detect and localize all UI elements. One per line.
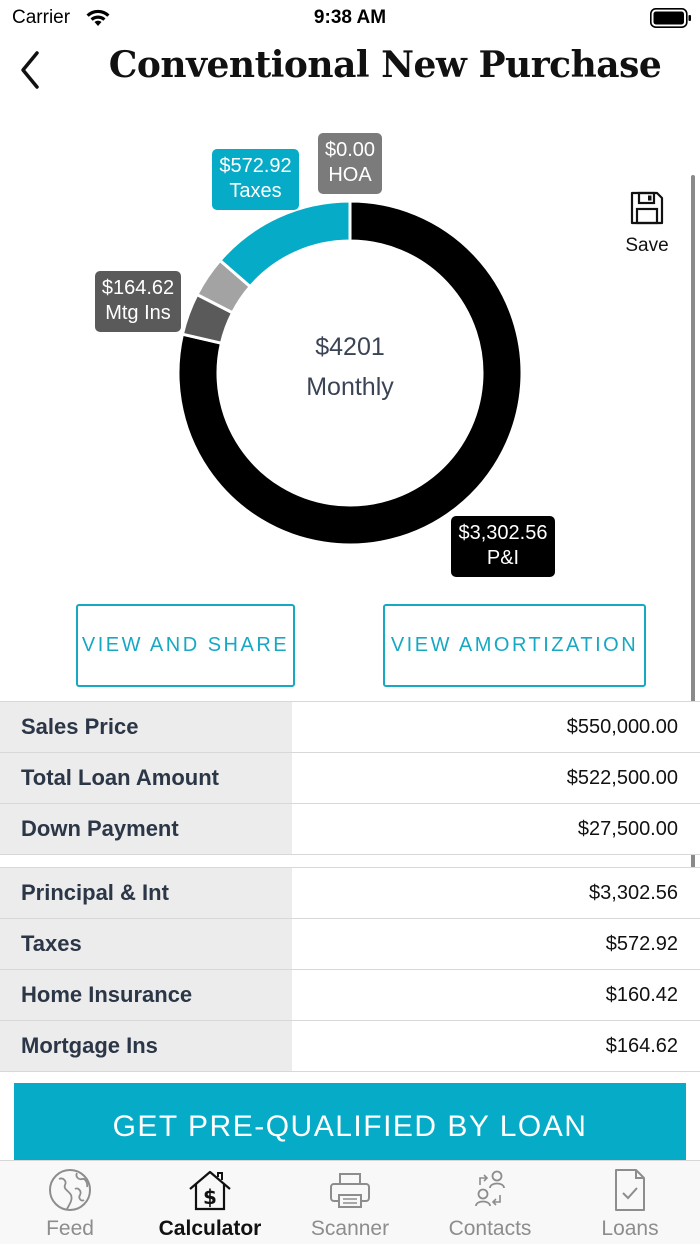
- row-label: Principal & Int: [0, 868, 292, 918]
- row-value: $27,500.00: [292, 804, 700, 854]
- floppy-disk-icon: [630, 191, 664, 225]
- status-bar: Carrier 9:38 AM: [0, 0, 700, 36]
- tab-contacts-label: Contacts: [448, 1217, 532, 1240]
- tab-scanner[interactable]: Scanner: [280, 1161, 420, 1244]
- table-row: Down Payment $27,500.00: [0, 804, 700, 855]
- chart-center-value: $4201: [315, 333, 385, 361]
- document-check-icon: [615, 1169, 645, 1211]
- callout-pi: $3,302.56 P&I: [451, 516, 555, 577]
- clock: 9:38 AM: [313, 7, 387, 28]
- row-value: $160.42: [292, 970, 700, 1020]
- page-title: Conventional New Purchase: [108, 44, 662, 86]
- table-row: Principal & Int $3,302.56: [0, 868, 700, 919]
- row-label: Taxes: [0, 919, 292, 969]
- callout-hoa-amount: $0.00: [324, 139, 376, 161]
- donut-slice-p-i: [176, 199, 524, 547]
- donut-slice-taxes: [217, 199, 352, 289]
- view-and-share-button[interactable]: VIEW AND SHARE: [76, 604, 295, 687]
- callout-mtg-ins-amount: $164.62: [101, 277, 175, 299]
- tab-scanner-label: Scanner: [310, 1217, 390, 1240]
- scroll-indicator[interactable]: [691, 175, 695, 975]
- table-row: Taxes $572.92: [0, 919, 700, 970]
- row-label: Sales Price: [0, 702, 292, 752]
- get-pre-qualified-button[interactable]: GET PRE-QUALIFIED BY LOAN: [14, 1083, 686, 1173]
- contacts-icon: [475, 1170, 505, 1207]
- wifi-icon: [86, 9, 110, 26]
- table-row: Home Insurance $160.42: [0, 970, 700, 1021]
- loan-summary-table: Sales Price $550,000.00 Total Loan Amoun…: [0, 702, 700, 855]
- row-label: Home Insurance: [0, 970, 292, 1020]
- tab-feed[interactable]: Feed: [0, 1161, 140, 1244]
- tab-calculator[interactable]: $ Calculator: [140, 1161, 280, 1244]
- tab-contacts[interactable]: Contacts: [420, 1161, 560, 1244]
- table-divider: [0, 701, 700, 702]
- house-dollar-icon: $: [189, 1170, 231, 1211]
- callout-taxes-label: Taxes: [229, 180, 282, 202]
- row-label: Mortgage Ins: [0, 1021, 292, 1071]
- save-button[interactable]: Save: [615, 190, 679, 260]
- back-button[interactable]: [10, 48, 50, 92]
- row-label: Total Loan Amount: [0, 753, 292, 803]
- tab-feed-label: Feed: [46, 1217, 94, 1240]
- callout-hoa: $0.00 HOA: [318, 133, 382, 194]
- svg-text:$: $: [203, 1185, 217, 1209]
- callout-taxes-amount: $572.92: [219, 155, 292, 177]
- carrier-label: Carrier: [12, 7, 71, 28]
- tab-calculator-label: Calculator: [158, 1217, 262, 1240]
- tab-loans-label: Loans: [601, 1217, 659, 1240]
- printer-icon: [330, 1173, 370, 1208]
- callout-hoa-label: HOA: [328, 164, 372, 186]
- chart-center-label: Monthly: [306, 373, 394, 401]
- row-label: Down Payment: [0, 804, 292, 854]
- row-value: $550,000.00: [292, 702, 700, 752]
- callout-pi-label: P&I: [486, 547, 520, 569]
- table-row: Sales Price $550,000.00: [0, 702, 700, 753]
- callout-mtg-ins: $164.62 Mtg Ins: [95, 271, 181, 332]
- view-amortization-button[interactable]: VIEW AMORTIZATION: [383, 604, 646, 687]
- row-value: $164.62: [292, 1021, 700, 1071]
- payment-breakdown-table: Principal & Int $3,302.56 Taxes $572.92 …: [0, 867, 700, 1072]
- payment-donut-chart: [176, 199, 524, 547]
- globe-icon: [49, 1169, 91, 1211]
- row-value: $572.92: [292, 919, 700, 969]
- table-row: Mortgage Ins $164.62: [0, 1021, 700, 1072]
- chevron-left-icon: [21, 51, 39, 89]
- tab-bar: Feed $ Calculator Scanner Contacts: [0, 1160, 700, 1244]
- battery-icon: [650, 8, 691, 28]
- table-row: Total Loan Amount $522,500.00: [0, 753, 700, 804]
- save-label: Save: [625, 235, 669, 256]
- callout-mtg-ins-label: Mtg Ins: [105, 302, 171, 324]
- row-value: $3,302.56: [292, 868, 700, 918]
- callout-pi-amount: $3,302.56: [458, 522, 548, 544]
- tab-loans[interactable]: Loans: [560, 1161, 700, 1244]
- row-value: $522,500.00: [292, 753, 700, 803]
- callout-taxes: $572.92 Taxes: [212, 149, 299, 210]
